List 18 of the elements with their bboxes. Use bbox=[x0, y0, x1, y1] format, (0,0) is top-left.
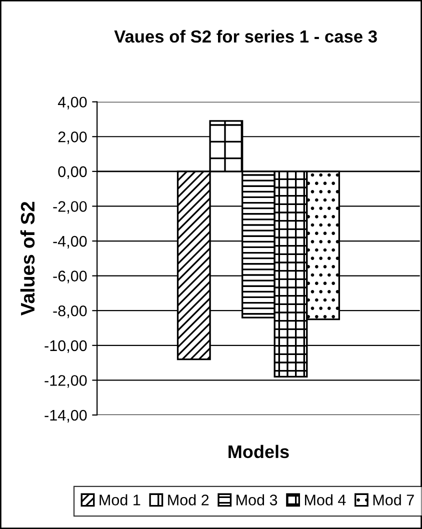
chart-title: Vaues of S2 for series 1 - case 3 bbox=[114, 30, 377, 43]
legend-label: Mod 1 bbox=[100, 494, 140, 506]
y-tick-label: -4,00 bbox=[53, 236, 87, 249]
x-axis-title: Models bbox=[228, 444, 289, 458]
y-tick-label: -8,00 bbox=[53, 305, 87, 318]
y-tick-label: 2,00 bbox=[58, 131, 87, 144]
legend-label: Mod 7 bbox=[373, 494, 414, 506]
y-tick-label: -10,00 bbox=[44, 340, 87, 353]
y-tick-label: 0,00 bbox=[58, 166, 87, 179]
y-tick-label: 4,00 bbox=[58, 96, 87, 110]
y-axis-title: Values of S2 bbox=[20, 202, 35, 316]
y-tick-label: -2,00 bbox=[53, 201, 87, 214]
legend-label: Mod 4 bbox=[304, 494, 346, 506]
y-tick-label: -12,00 bbox=[44, 375, 87, 388]
legend-label: Mod 3 bbox=[236, 494, 278, 506]
y-tick-label: -6,00 bbox=[53, 270, 87, 284]
legend-label: Mod 2 bbox=[168, 494, 209, 506]
y-tick-label: -14,00 bbox=[44, 410, 87, 422]
